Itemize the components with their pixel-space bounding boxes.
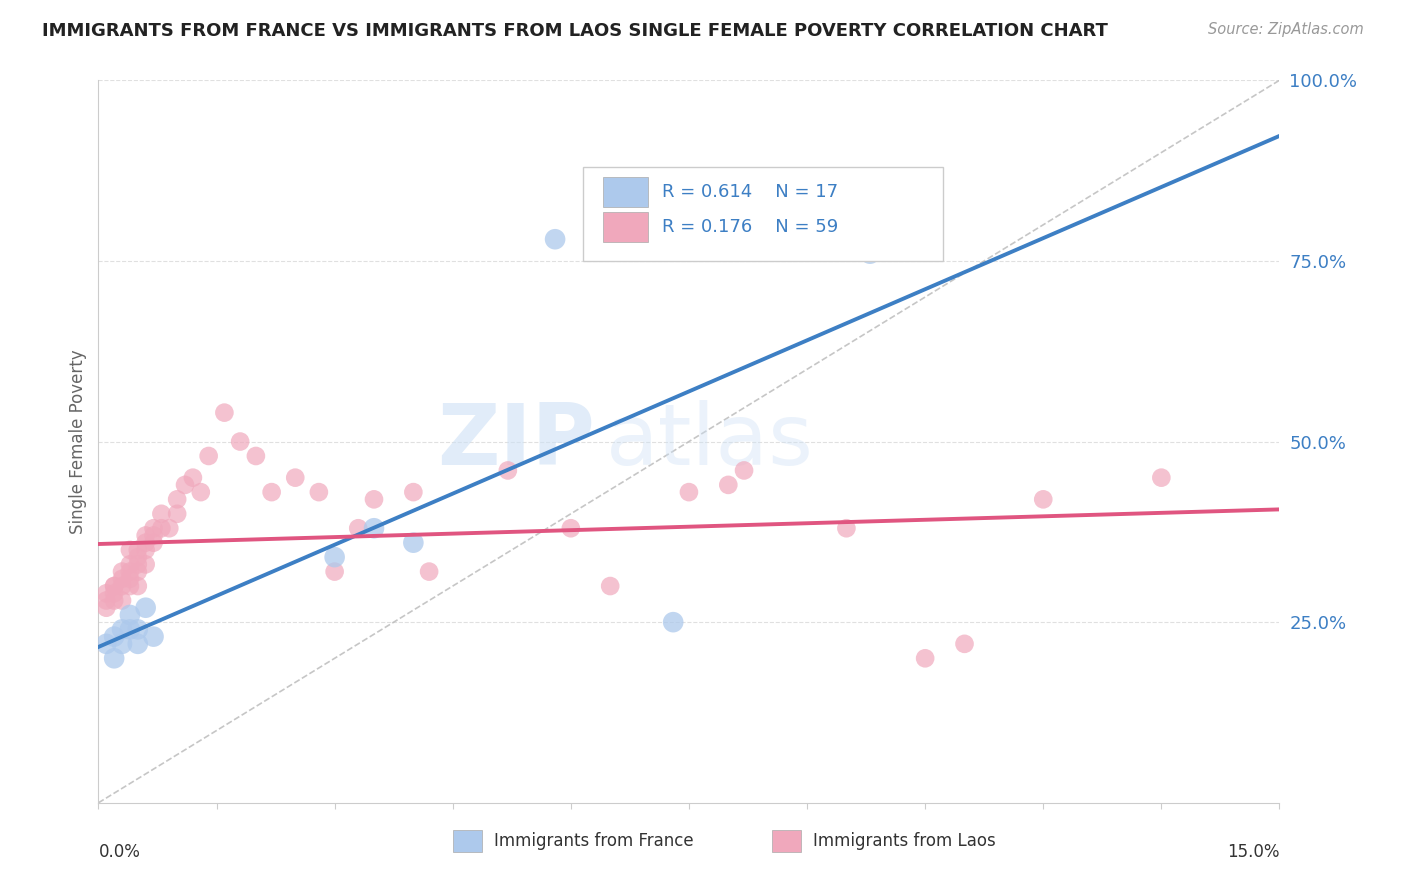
Point xyxy=(135,600,157,615)
FancyBboxPatch shape xyxy=(582,167,943,260)
Point xyxy=(1032,492,1054,507)
Point xyxy=(859,246,882,260)
Point xyxy=(127,623,149,637)
Point xyxy=(118,579,141,593)
Point xyxy=(127,637,149,651)
Point xyxy=(135,528,157,542)
Point xyxy=(103,579,125,593)
Point xyxy=(347,521,370,535)
Point xyxy=(402,485,425,500)
Y-axis label: Single Female Poverty: Single Female Poverty xyxy=(69,350,87,533)
Point xyxy=(260,485,283,500)
Point xyxy=(953,637,976,651)
Text: Immigrants from Laos: Immigrants from Laos xyxy=(813,832,995,850)
Text: atlas: atlas xyxy=(606,400,814,483)
Point xyxy=(544,232,567,246)
Point xyxy=(111,565,134,579)
Point xyxy=(678,485,700,500)
Point xyxy=(229,434,252,449)
Point xyxy=(142,528,165,542)
Point xyxy=(96,637,118,651)
Text: IMMIGRANTS FROM FRANCE VS IMMIGRANTS FROM LAOS SINGLE FEMALE POVERTY CORRELATION: IMMIGRANTS FROM FRANCE VS IMMIGRANTS FRO… xyxy=(42,22,1108,40)
Point xyxy=(118,607,141,622)
Point xyxy=(662,615,685,630)
Point xyxy=(127,542,149,557)
Point xyxy=(96,600,118,615)
Point xyxy=(135,535,157,549)
Point xyxy=(111,579,134,593)
Point xyxy=(157,521,180,535)
Point xyxy=(560,521,582,535)
Point xyxy=(96,593,118,607)
Point xyxy=(127,579,149,593)
Point xyxy=(103,630,125,644)
Point xyxy=(142,630,165,644)
Point xyxy=(111,637,134,651)
Point xyxy=(166,492,188,507)
Point xyxy=(323,550,346,565)
Point xyxy=(181,470,204,484)
FancyBboxPatch shape xyxy=(453,830,482,852)
Text: Source: ZipAtlas.com: Source: ZipAtlas.com xyxy=(1208,22,1364,37)
Text: Immigrants from France: Immigrants from France xyxy=(494,832,693,850)
FancyBboxPatch shape xyxy=(603,178,648,208)
Text: R = 0.176    N = 59: R = 0.176 N = 59 xyxy=(662,218,838,236)
Point xyxy=(103,579,125,593)
Point xyxy=(323,565,346,579)
FancyBboxPatch shape xyxy=(603,211,648,242)
Point xyxy=(111,593,134,607)
Point xyxy=(118,565,141,579)
Point xyxy=(111,572,134,586)
Point xyxy=(150,521,173,535)
Point xyxy=(197,449,219,463)
Point xyxy=(363,492,385,507)
Point xyxy=(103,593,125,607)
Point xyxy=(118,542,141,557)
Point xyxy=(118,623,141,637)
Point xyxy=(118,558,141,572)
Point xyxy=(127,565,149,579)
Point xyxy=(96,586,118,600)
Point xyxy=(496,463,519,477)
Point xyxy=(245,449,267,463)
Point xyxy=(118,572,141,586)
Point xyxy=(174,478,197,492)
Text: 0.0%: 0.0% xyxy=(98,843,141,861)
Point xyxy=(717,478,740,492)
Point xyxy=(111,623,134,637)
Point xyxy=(127,558,149,572)
Text: 15.0%: 15.0% xyxy=(1227,843,1279,861)
Point xyxy=(150,507,173,521)
Point xyxy=(835,521,858,535)
Point xyxy=(402,535,425,549)
Point xyxy=(733,463,755,477)
Point xyxy=(142,521,165,535)
Point xyxy=(103,586,125,600)
FancyBboxPatch shape xyxy=(772,830,801,852)
Point xyxy=(135,542,157,557)
Point xyxy=(142,535,165,549)
Point xyxy=(166,507,188,521)
Point xyxy=(190,485,212,500)
Text: R = 0.614    N = 17: R = 0.614 N = 17 xyxy=(662,183,838,202)
Point xyxy=(363,521,385,535)
Point xyxy=(308,485,330,500)
Text: ZIP: ZIP xyxy=(437,400,595,483)
Point xyxy=(127,550,149,565)
Point xyxy=(599,579,621,593)
Point xyxy=(914,651,936,665)
Point xyxy=(103,651,125,665)
Point xyxy=(1150,470,1173,484)
Point xyxy=(418,565,440,579)
Point xyxy=(214,406,236,420)
Point xyxy=(284,470,307,484)
Point xyxy=(135,558,157,572)
